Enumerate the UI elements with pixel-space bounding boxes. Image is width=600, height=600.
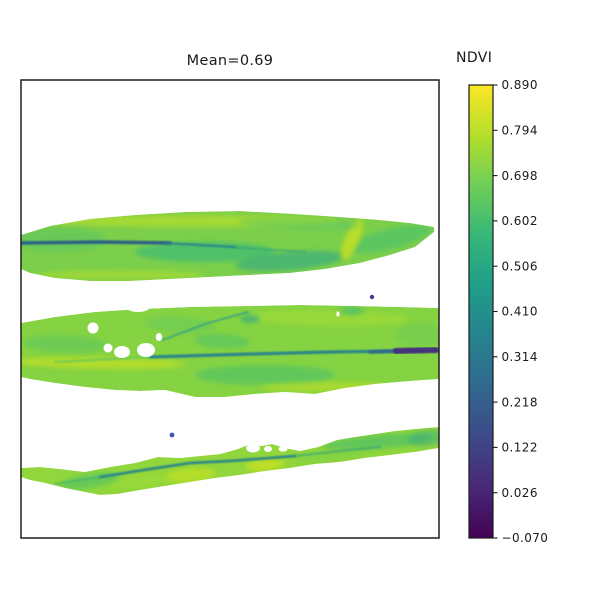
leaf-midrib [148,349,400,359]
ndvi-patch [164,467,216,483]
ndvi-patch [240,315,260,323]
ndvi-patch [260,382,400,392]
ndvi-patch [21,356,185,370]
ndvi-patch [35,270,205,280]
ndvi-patch [295,448,365,462]
stray-pixel-dot [369,294,375,300]
ndvi-patch [240,217,360,231]
colorbar-tick-label: 0.602 [502,214,538,228]
leaf-hole [303,445,307,449]
leaf-midrib [228,245,307,254]
ndvi-patch [340,307,364,315]
colorbar-gradient [468,84,494,539]
colorbar-tick-label: 0.506 [502,259,538,273]
leaf-top [21,211,434,281]
stray-pixel-dot [169,432,175,438]
leaf-midrib [98,454,297,479]
leaf-hole [246,443,260,453]
leaf-hole [114,346,130,358]
leaf-hole [278,446,288,452]
colorbar-tick-label: 0.218 [502,395,538,409]
plot-frame [20,79,440,539]
colorbar-tick-label: 0.122 [502,441,538,455]
leaves-layer [21,211,439,495]
colorbar-tick-label: −0.070 [502,531,549,545]
ndvi-patch [21,228,105,252]
ndvi-patch [395,323,439,347]
leaf-midrib [163,241,237,249]
leaf-midrib [161,310,250,342]
ndvi-patch [245,458,285,472]
colorbar-label: NDVI [456,50,493,66]
ndvi-patch [145,316,215,334]
colorbar-tick-label: 0.890 [502,78,538,92]
colorbar-tick-label: 0.026 [502,486,538,500]
colorbar-tick-label: 0.410 [502,305,538,319]
leaf-bottom [21,427,439,495]
plot-title: Mean=0.69 [186,53,274,69]
ndvi-patch [194,333,250,349]
ndvi-patch [195,365,335,385]
leaf-hole [295,446,299,450]
ndvi-patch [408,429,439,447]
ndvi-patch [110,472,170,490]
colorbar-tick-label: 0.314 [502,350,538,364]
colorbar-tick-label: 0.698 [502,169,538,183]
colorbar-tick-label: 0.794 [502,124,538,138]
leaf-hole [155,333,163,341]
leaf-hole [87,322,99,334]
leaf-hole [103,343,113,353]
ndvi-patch [349,224,431,254]
ndvi-patch [23,334,107,354]
leaf-hole [126,305,150,312]
leaf-midrib [393,347,439,354]
leaf-middle [21,305,439,397]
ndvi-patch [235,250,345,272]
leaf-midrib [53,355,152,364]
ndvi-patch [341,219,363,261]
leaf-hole [264,446,272,452]
leaf-midrib [21,240,172,245]
colorbar: 0.890 0.794 0.698 0.602 0.506 0.410 0.314 0.218… [468,78,549,545]
ndvi-patch [250,309,410,327]
ndvi-patch [323,433,433,451]
leaf-midrib [293,445,382,458]
leaf-hole [137,343,155,357]
leaf-midrib [54,476,101,485]
leaf-hole [336,311,340,317]
